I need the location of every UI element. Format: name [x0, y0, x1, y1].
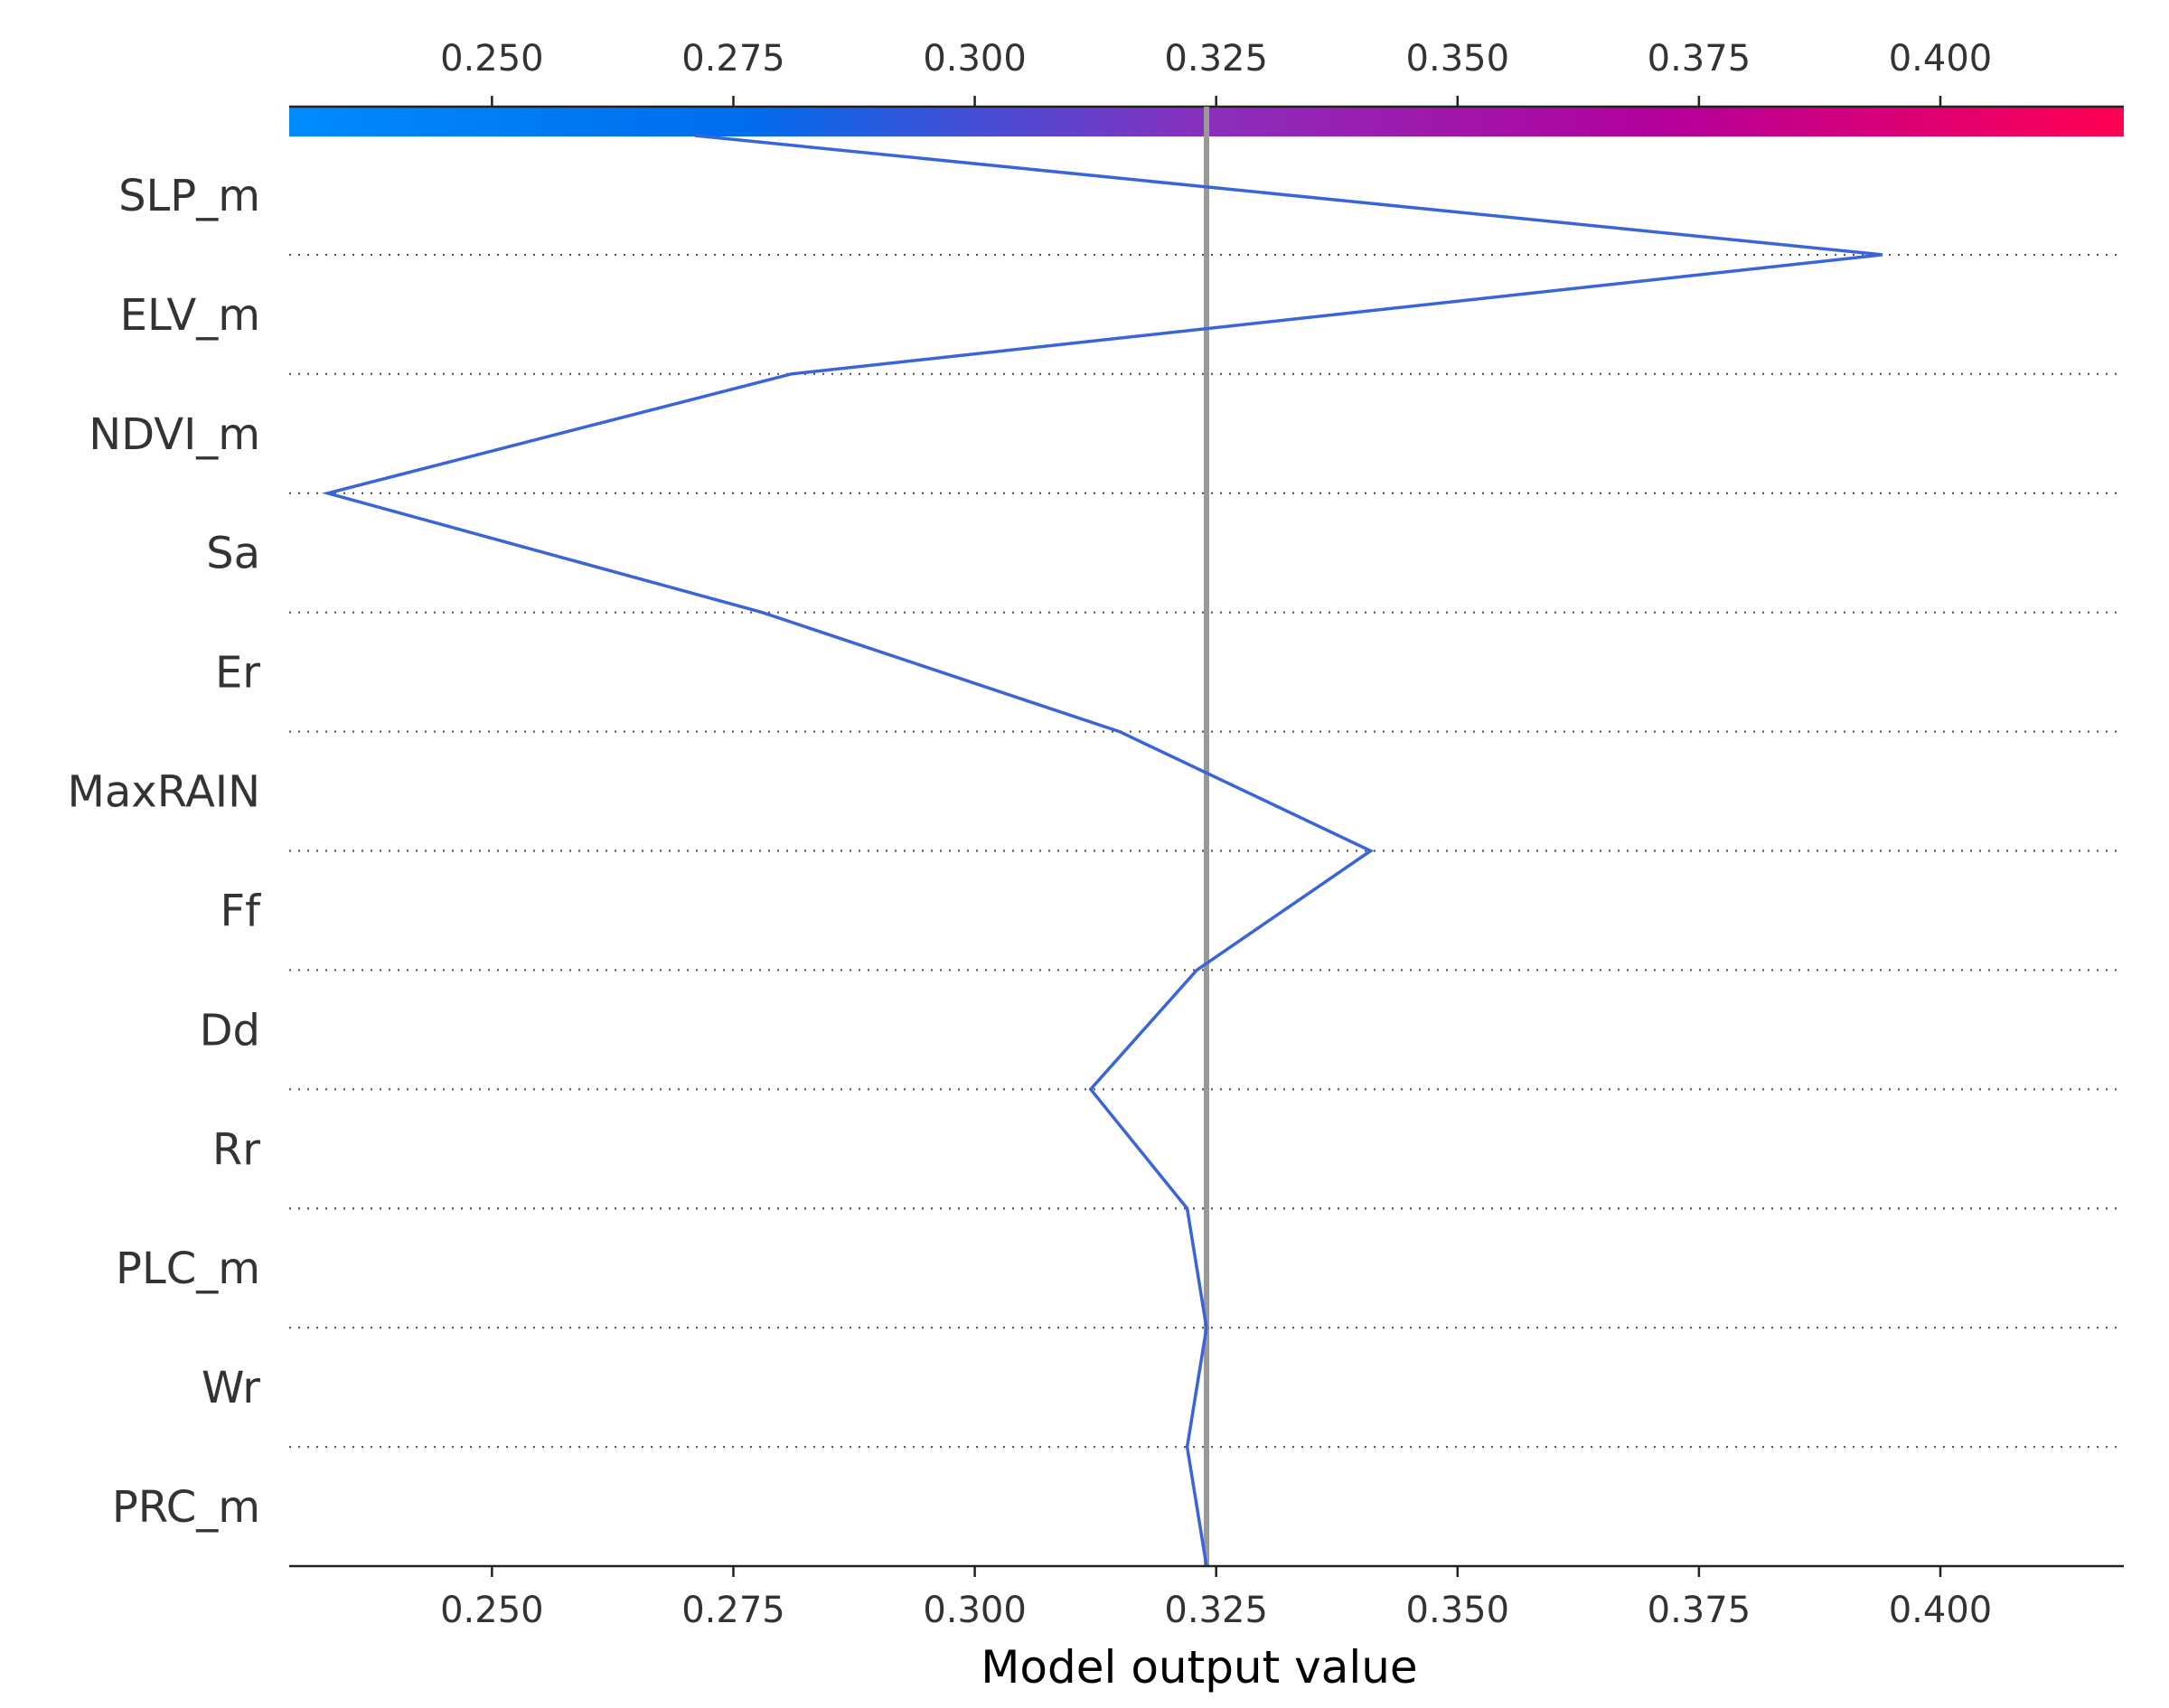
- feature-label: ELV_m: [120, 290, 260, 341]
- feature-label: Dd: [200, 1005, 260, 1056]
- x-tick-label: 0.275: [681, 1590, 785, 1631]
- feature-label: Wr: [202, 1363, 260, 1413]
- feature-label: Ff: [220, 886, 261, 936]
- x-tick-label: 0.300: [923, 1590, 1027, 1631]
- top-tick-label: 0.350: [1406, 38, 1510, 80]
- top-tick-label: 0.400: [1889, 38, 1993, 80]
- feature-label: MaxRAIN: [67, 767, 260, 818]
- top-tick-label: 0.300: [923, 38, 1027, 80]
- x-tick-label: 0.400: [1889, 1590, 1993, 1631]
- feature-label: Er: [215, 648, 260, 699]
- feature-label: NDVI_m: [89, 409, 260, 460]
- top-tick-label: 0.275: [681, 38, 785, 80]
- x-tick-label: 0.375: [1648, 1590, 1751, 1631]
- top-tick-label: 0.250: [440, 38, 544, 80]
- top-tick-label: 0.375: [1648, 38, 1751, 80]
- feature-label: PLC_m: [116, 1243, 260, 1294]
- x-tick-label: 0.325: [1164, 1590, 1268, 1631]
- x-tick-label: 0.350: [1406, 1590, 1510, 1631]
- x-tick-label: 0.250: [440, 1590, 544, 1631]
- feature-label: Sa: [206, 529, 260, 579]
- feature-label: Rr: [212, 1124, 260, 1175]
- top-tick-label: 0.325: [1164, 38, 1268, 80]
- feature-label: SLP_m: [118, 171, 260, 221]
- x-axis-title: Model output value: [981, 1641, 1417, 1694]
- feature-label: PRC_m: [112, 1482, 260, 1533]
